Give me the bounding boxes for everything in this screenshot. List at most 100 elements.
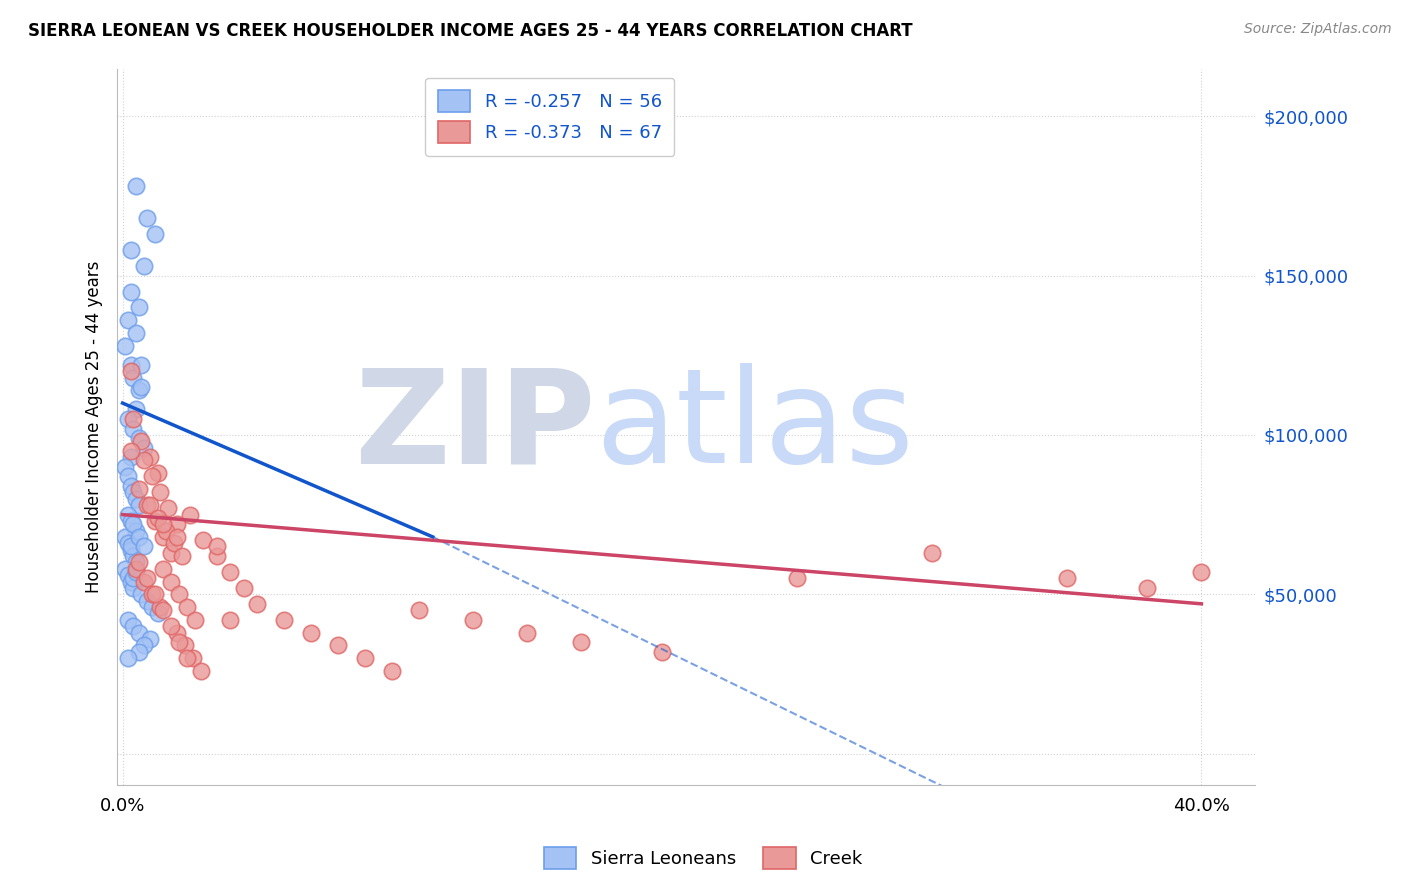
Point xyxy=(143,587,166,601)
Point xyxy=(120,243,142,257)
Point xyxy=(160,546,183,560)
Point xyxy=(1136,581,1159,595)
Point xyxy=(146,466,169,480)
Point xyxy=(134,453,156,467)
Point xyxy=(122,619,145,633)
Point xyxy=(160,574,183,589)
Point xyxy=(135,211,157,226)
Point xyxy=(149,485,172,500)
Point xyxy=(152,530,174,544)
Point xyxy=(125,491,148,506)
Point xyxy=(114,562,136,576)
Point xyxy=(131,358,153,372)
Point xyxy=(125,179,148,194)
Point xyxy=(122,370,145,384)
Point xyxy=(193,533,215,547)
Point xyxy=(205,540,228,554)
Point xyxy=(786,571,808,585)
Y-axis label: Householder Income Ages 25 - 44 years: Householder Income Ages 25 - 44 years xyxy=(86,260,103,593)
Point xyxy=(152,517,174,532)
Point xyxy=(408,603,430,617)
Point xyxy=(219,565,242,579)
Point xyxy=(120,364,142,378)
Point xyxy=(125,565,148,579)
Point xyxy=(125,326,148,340)
Point xyxy=(138,498,160,512)
Point xyxy=(128,555,150,569)
Point xyxy=(163,536,186,550)
Point xyxy=(128,645,150,659)
Legend: Sierra Leoneans, Creek: Sierra Leoneans, Creek xyxy=(534,838,872,879)
Point xyxy=(181,651,204,665)
Point xyxy=(146,607,169,621)
Point xyxy=(157,501,180,516)
Point xyxy=(273,613,295,627)
Point xyxy=(117,469,139,483)
Point xyxy=(1189,565,1212,579)
Point xyxy=(135,571,157,585)
Point xyxy=(120,450,142,465)
Point xyxy=(149,600,172,615)
Point xyxy=(122,581,145,595)
Point xyxy=(117,412,139,426)
Point xyxy=(117,313,139,327)
Point xyxy=(138,450,160,465)
Point xyxy=(125,402,148,417)
Point xyxy=(131,587,153,601)
Point xyxy=(114,530,136,544)
Point xyxy=(152,562,174,576)
Point xyxy=(246,597,269,611)
Point xyxy=(354,651,377,665)
Point xyxy=(131,380,153,394)
Point xyxy=(125,555,148,569)
Point xyxy=(184,613,207,627)
Point xyxy=(651,645,673,659)
Point xyxy=(128,384,150,398)
Point xyxy=(921,546,943,560)
Point xyxy=(120,540,142,554)
Point xyxy=(166,530,188,544)
Point xyxy=(128,301,150,315)
Point xyxy=(125,524,148,538)
Text: SIERRA LEONEAN VS CREEK HOUSEHOLDER INCOME AGES 25 - 44 YEARS CORRELATION CHART: SIERRA LEONEAN VS CREEK HOUSEHOLDER INCO… xyxy=(28,22,912,40)
Point xyxy=(134,574,156,589)
Point xyxy=(135,593,157,607)
Text: atlas: atlas xyxy=(595,363,914,491)
Point xyxy=(117,508,139,522)
Point xyxy=(138,632,160,646)
Point xyxy=(135,498,157,512)
Point xyxy=(170,549,193,563)
Point xyxy=(134,259,156,273)
Point xyxy=(134,441,156,455)
Point xyxy=(120,574,142,589)
Point xyxy=(233,581,256,595)
Point xyxy=(122,485,145,500)
Point xyxy=(463,613,485,627)
Point xyxy=(146,510,169,524)
Point xyxy=(128,482,150,496)
Point xyxy=(128,625,150,640)
Point xyxy=(143,514,166,528)
Point xyxy=(160,619,183,633)
Point xyxy=(122,517,145,532)
Point xyxy=(141,469,163,483)
Point xyxy=(117,651,139,665)
Point xyxy=(166,517,188,532)
Text: ZIP: ZIP xyxy=(354,363,595,491)
Point xyxy=(120,285,142,299)
Point xyxy=(152,603,174,617)
Point xyxy=(128,431,150,445)
Point xyxy=(516,625,538,640)
Point xyxy=(134,638,156,652)
Point xyxy=(114,339,136,353)
Point xyxy=(299,625,322,640)
Point xyxy=(131,434,153,449)
Point xyxy=(328,638,350,652)
Point xyxy=(569,635,592,649)
Point xyxy=(134,540,156,554)
Point xyxy=(167,587,190,601)
Point xyxy=(141,587,163,601)
Point xyxy=(128,530,150,544)
Point xyxy=(117,613,139,627)
Point xyxy=(120,514,142,528)
